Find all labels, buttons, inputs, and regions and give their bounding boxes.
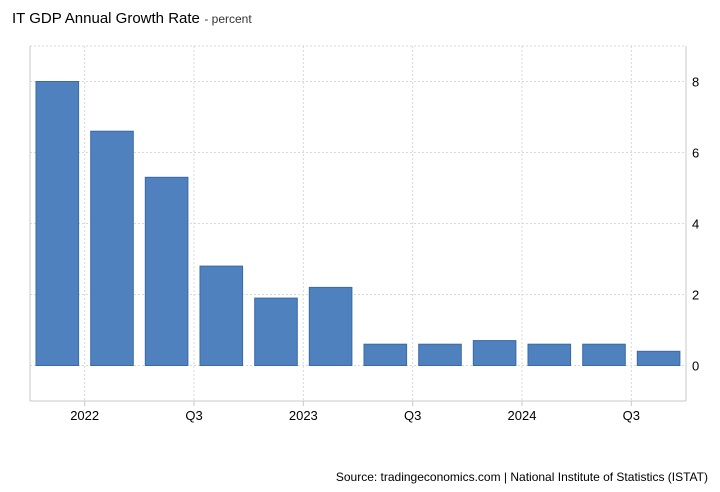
bar-2023-q1 <box>308 286 353 366</box>
chart-title-row: IT GDP Annual Growth Rate - percent <box>12 10 252 28</box>
y-tick-label: 4 <box>692 217 699 232</box>
y-tick-label: 8 <box>692 75 699 90</box>
x-tick-label: Q3 <box>185 408 202 423</box>
bar-2022-q3 <box>199 265 244 367</box>
y-tick-label: 2 <box>692 288 699 303</box>
bar-2021-q4 <box>35 81 80 366</box>
bar-2022-q2 <box>144 176 189 366</box>
x-tick-label: Q3 <box>623 408 640 423</box>
bar-2022-q1 <box>90 130 134 366</box>
bar-2023-q2 <box>363 343 408 367</box>
bar-2023-q4 <box>472 340 517 367</box>
x-tick-label: 2022 <box>70 408 99 423</box>
chart-subtitle: - percent <box>204 12 252 26</box>
source-note: Source: tradingeconomics.com | National … <box>335 470 708 484</box>
x-tick-label: Q3 <box>404 408 421 423</box>
bar-2023-q3 <box>418 343 462 367</box>
y-tick-label: 6 <box>692 146 699 161</box>
bar-2024-q2 <box>582 343 626 367</box>
bar-2024-q3 <box>636 350 681 366</box>
y-tick-label: 0 <box>692 359 699 374</box>
bar-2024-q1 <box>527 343 572 367</box>
bar-2022-q4 <box>254 297 298 367</box>
chart-title: IT GDP Annual Growth Rate <box>12 10 200 27</box>
x-tick-label: 2024 <box>508 408 537 423</box>
x-tick-label: 2023 <box>289 408 318 423</box>
